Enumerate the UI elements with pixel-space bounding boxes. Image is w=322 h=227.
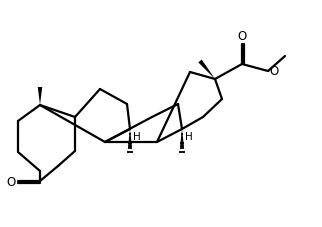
- Polygon shape: [128, 129, 132, 147]
- Polygon shape: [198, 60, 215, 80]
- Text: H: H: [133, 131, 141, 141]
- Text: O: O: [269, 64, 278, 77]
- Text: O: O: [237, 30, 247, 43]
- Text: O: O: [7, 175, 16, 188]
- Polygon shape: [180, 129, 184, 147]
- Text: H: H: [185, 131, 193, 141]
- Polygon shape: [38, 88, 42, 106]
